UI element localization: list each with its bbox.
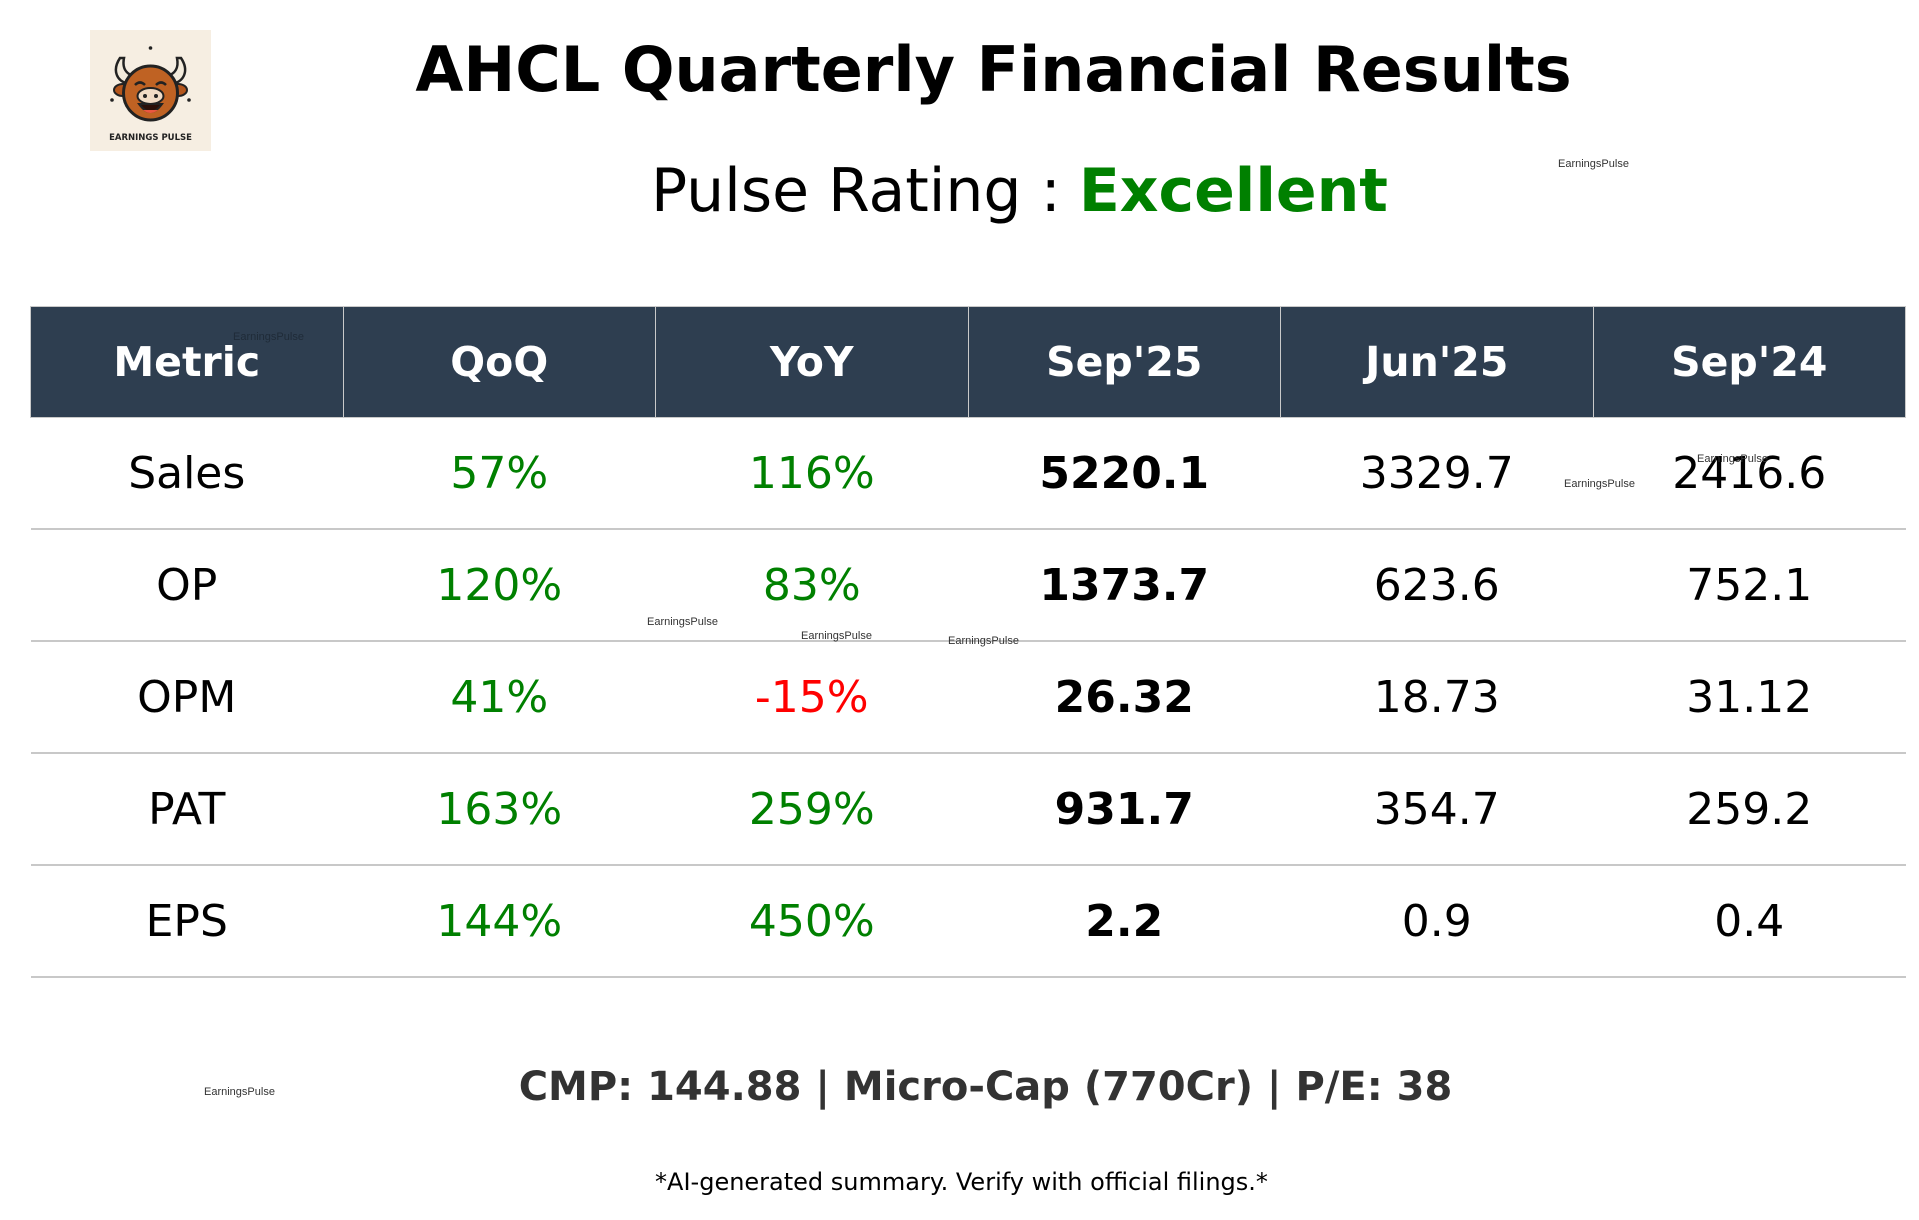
jun25-cell: 18.73 (1280, 641, 1593, 754)
sep25-cell: 931.7 (968, 753, 1281, 866)
sep25-cell: 2.2 (968, 865, 1281, 978)
watermark: EarningsPulse (1558, 158, 1629, 170)
rating-value: Excellent (1078, 156, 1388, 226)
column-header-jun25: Jun'25 (1280, 306, 1594, 418)
sep24-cell: 0.4 (1593, 865, 1906, 978)
svg-text:EARNINGS PULSE: EARNINGS PULSE (109, 133, 192, 143)
sep24-cell: 2416.6 (1593, 417, 1906, 530)
jun25-cell: 623.6 (1280, 529, 1593, 642)
jun25-cell: 3329.7 (1280, 417, 1593, 530)
table-row: EPS 144% 450% 2.2 0.9 0.4 (30, 865, 1906, 978)
watermark: EarningsPulse (1697, 453, 1768, 465)
sep24-cell: 259.2 (1593, 753, 1906, 866)
sep24-cell: 31.12 (1593, 641, 1906, 754)
watermark: EarningsPulse (204, 1086, 275, 1098)
watermark: EarningsPulse (1564, 478, 1635, 490)
yoy-cell: 116% (655, 417, 968, 530)
qoq-cell: 144% (343, 865, 656, 978)
earnings-pulse-logo: EARNINGS PULSE (90, 30, 211, 151)
qoq-cell: 57% (343, 417, 656, 530)
results-table: Metric QoQ YoY Sep'25 Jun'25 Sep'24 Sale… (30, 306, 1906, 978)
rating-label: Pulse Rating : (651, 156, 1061, 226)
yoy-cell: -15% (655, 641, 968, 754)
qoq-cell: 163% (343, 753, 656, 866)
market-summary: CMP: 144.88 | Micro-Cap (770Cr) | P/E: 3… (518, 1064, 1453, 1110)
page-title: AHCL Quarterly Financial Results (415, 33, 1572, 106)
table-row: OP 120% 83% 1373.7 623.6 752.1 (30, 529, 1906, 642)
metric-cell: PAT (30, 753, 343, 866)
disclaimer: *AI-generated summary. Verify with offic… (655, 1168, 1268, 1196)
sep24-cell: 752.1 (1593, 529, 1906, 642)
jun25-cell: 354.7 (1280, 753, 1593, 866)
column-header-sep24: Sep'24 (1592, 306, 1906, 418)
table-row: OPM 41% -15% 26.32 18.73 31.12 (30, 641, 1906, 754)
sep25-cell: 5220.1 (968, 417, 1281, 530)
bull-icon: EARNINGS PULSE (90, 30, 211, 151)
yoy-cell: 83% (655, 529, 968, 642)
metric-cell: EPS (30, 865, 343, 978)
sep25-cell: 1373.7 (968, 529, 1281, 642)
table-row: Sales 57% 116% 5220.1 3329.7 2416.6 (30, 417, 1906, 530)
watermark: EarningsPulse (233, 331, 304, 343)
column-header-sep25: Sep'25 (967, 306, 1281, 418)
table-row: PAT 163% 259% 931.7 354.7 259.2 (30, 753, 1906, 866)
qoq-cell: 41% (343, 641, 656, 754)
watermark: EarningsPulse (948, 635, 1019, 647)
watermark: EarningsPulse (647, 616, 718, 628)
watermark: EarningsPulse (801, 630, 872, 642)
pulse-rating: Pulse Rating : Excellent (0, 155, 1919, 227)
column-header-yoy: YoY (655, 306, 969, 418)
sep25-cell: 26.32 (968, 641, 1281, 754)
column-header-metric: Metric (30, 306, 344, 418)
column-header-qoq: QoQ (342, 306, 656, 418)
table-header-row: Metric QoQ YoY Sep'25 Jun'25 Sep'24 (30, 306, 1906, 418)
qoq-cell: 120% (343, 529, 656, 642)
metric-cell: Sales (30, 417, 343, 530)
metric-cell: OP (30, 529, 343, 642)
yoy-cell: 259% (655, 753, 968, 866)
jun25-cell: 0.9 (1280, 865, 1593, 978)
yoy-cell: 450% (655, 865, 968, 978)
metric-cell: OPM (30, 641, 343, 754)
